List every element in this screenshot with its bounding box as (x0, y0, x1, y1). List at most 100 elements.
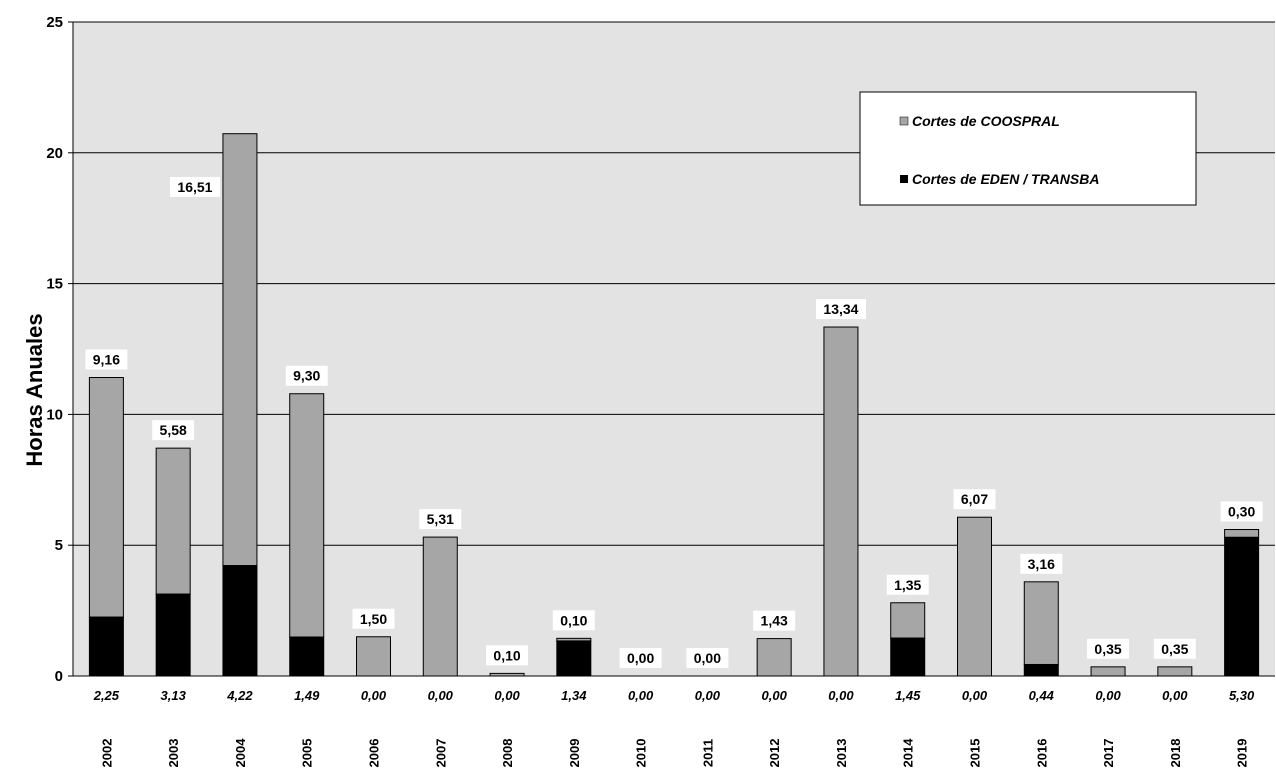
y-tick-label: 20 (46, 145, 63, 162)
label-box-coospral (552, 610, 595, 631)
data-label-eden-transba: 3,13 (161, 688, 187, 703)
data-label-eden-transba: 2,25 (93, 688, 120, 703)
data-label-coospral: 3,16 (1028, 556, 1055, 572)
y-tick-label: 10 (46, 406, 63, 423)
label-box-coospral (953, 489, 996, 510)
x-tick-label: 2011 (700, 739, 715, 767)
data-label-eden-transba: 0,00 (628, 688, 654, 703)
legend: Cortes de COOSPRAL Cortes de EDEN / TRAN… (859, 91, 1197, 206)
data-label-coospral: 0,35 (1161, 641, 1188, 657)
bar-coospral (155, 447, 191, 595)
x-tick-label: 2010 (634, 739, 649, 768)
bar-coospral (88, 377, 124, 618)
data-label-coospral: 1,50 (360, 611, 387, 627)
y-tick-label: 0 (55, 668, 63, 685)
label-box-coospral (352, 608, 395, 629)
data-label-coospral: 13,34 (823, 301, 858, 317)
bar-coospral (1224, 529, 1260, 538)
label-box-coospral (886, 574, 929, 595)
bar-coospral (356, 636, 391, 677)
data-label-eden-transba: 1,49 (294, 688, 320, 703)
data-label-eden-transba: 0,00 (962, 688, 988, 703)
data-label-coospral: 0,30 (1228, 504, 1255, 520)
bar-coospral (1090, 666, 1126, 677)
data-label-coospral: 6,07 (961, 491, 988, 507)
data-label-coospral: 0,35 (1094, 641, 1121, 657)
x-tick-label: 2015 (968, 739, 983, 768)
x-tick-label: 2008 (500, 739, 515, 768)
y-tick-label: 25 (46, 14, 63, 31)
label-box-coospral (815, 299, 866, 320)
bar-eden-transba (890, 637, 926, 677)
label-box-coospral (753, 610, 796, 631)
x-tick-label: 2009 (567, 739, 582, 768)
legend-box (859, 91, 1197, 206)
x-tick-label: 2006 (367, 739, 382, 768)
bar-eden-transba (556, 640, 592, 677)
y-axis-label: Horas Anuales (22, 313, 47, 466)
label-box-coospral (419, 509, 462, 530)
x-axis: 2,25 2002 3,13 2003 4,22 2004 1,49 2005 0,00 2006… (73, 675, 1275, 768)
label-box-coospral (1087, 638, 1130, 659)
label-box-coospral (169, 176, 220, 197)
data-label-eden-transba: 4,22 (226, 688, 253, 703)
x-tick-label: 2007 (433, 739, 448, 768)
data-label-coospral: 5,31 (427, 511, 454, 527)
bar-eden-transba (222, 565, 258, 677)
x-tick-label: 2019 (1235, 739, 1250, 768)
y-tick-label: 5 (55, 537, 63, 554)
data-label-eden-transba: 0,00 (361, 688, 387, 703)
data-label-coospral: 0,00 (694, 650, 721, 666)
data-label-eden-transba: 0,00 (1162, 688, 1188, 703)
x-tick-label: 2014 (901, 738, 916, 768)
data-label-eden-transba: 0,00 (695, 688, 721, 703)
legend-label-eden-transba: Cortes de EDEN / TRANSBA (912, 171, 1099, 187)
data-label-coospral: 5,58 (160, 422, 187, 438)
label-box-coospral (1020, 553, 1063, 574)
data-label-eden-transba: 5,30 (1229, 688, 1255, 703)
bar-coospral (957, 516, 992, 677)
data-label-coospral: 0,10 (493, 647, 520, 663)
bar-coospral (289, 393, 325, 638)
bar-coospral (1157, 666, 1193, 677)
bar-coospral (823, 326, 859, 677)
data-label-eden-transba: 0,00 (428, 688, 454, 703)
legend-swatch-eden-transba (900, 175, 908, 183)
legend-swatch-coospral (899, 116, 909, 126)
legend-label-coospral: Cortes de COOSPRAL (912, 113, 1060, 129)
label-box-coospral (85, 349, 128, 370)
bar-coospral (422, 536, 458, 677)
data-label-coospral: 16,51 (177, 179, 212, 195)
data-label-coospral: 0,00 (627, 650, 654, 666)
data-label-eden-transba: 1,45 (895, 688, 921, 703)
bar-eden-transba (88, 616, 124, 677)
x-tick-label: 2017 (1101, 739, 1116, 768)
data-label-coospral: 9,16 (93, 352, 120, 368)
label-box-coospral (285, 365, 328, 386)
y-axis-ticks: 0 5 10 15 20 25 (46, 14, 74, 685)
x-tick-label: 2003 (166, 739, 181, 768)
data-label-eden-transba: 0,00 (762, 688, 788, 703)
y-tick-label: 15 (46, 276, 63, 293)
bars (88, 133, 1260, 677)
x-tick-label: 2018 (1168, 739, 1183, 768)
data-label-eden-transba: 0,00 (1095, 688, 1121, 703)
data-label-eden-transba: 0,00 (494, 688, 520, 703)
x-tick-label: 2013 (834, 739, 849, 768)
label-box-coospral (619, 648, 662, 668)
data-label-coospral: 1,43 (761, 613, 788, 629)
label-box-coospral (1153, 638, 1196, 659)
label-box-coospral (152, 420, 195, 441)
bar-coospral (756, 638, 792, 677)
x-tick-label: 2004 (233, 738, 248, 768)
bar-coospral (1023, 581, 1059, 665)
x-tick-label: 2002 (99, 739, 114, 768)
data-label-eden-transba: 0,44 (1029, 688, 1055, 703)
data-labels: 9,16 5,58 16,51 9,30 1,50 5,31 0,10 0,10 0,00 0,0… (85, 176, 1263, 668)
label-box-coospral (1220, 501, 1263, 522)
x-tick-label: 2016 (1034, 739, 1049, 768)
label-box-coospral (486, 645, 529, 666)
bar-eden-transba (155, 593, 191, 677)
bar-eden-transba (1023, 663, 1059, 677)
